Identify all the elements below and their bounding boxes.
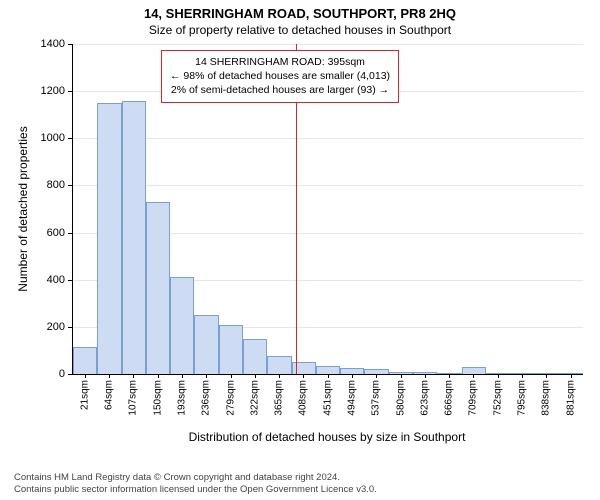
y-tick-label: 0 [59,368,73,380]
gridline [73,138,583,139]
credits-line-1: Contains HM Land Registry data © Crown c… [14,472,377,484]
y-tick-label: 600 [47,227,73,239]
x-tick-label: 365sqm [274,374,285,416]
annotation-line: 14 SHERRINGHAM ROAD: 395sqm [170,55,390,69]
y-axis-label: Number of detached properties [16,126,30,291]
y-tick-label: 1400 [41,38,73,50]
annotation-line: 2% of semi-detached houses are larger (9… [170,83,390,97]
histogram-bar [219,325,243,375]
x-tick-label: 838sqm [541,374,552,416]
annotation-box: 14 SHERRINGHAM ROAD: 395sqm← 98% of deta… [161,50,399,103]
x-tick-label: 21sqm [79,374,90,410]
x-tick-label: 494sqm [347,374,358,416]
x-tick-label: 795sqm [517,374,528,416]
x-axis-label: Distribution of detached houses by size … [189,430,466,444]
histogram-bar [122,101,146,374]
plot-area: 020040060080010001200140021sqm64sqm107sq… [72,44,583,375]
histogram-bar [146,202,170,374]
x-tick-label: 537sqm [371,374,382,416]
histogram-bar [462,367,486,374]
credits-line-2: Contains public sector information licen… [14,484,377,496]
credits: Contains HM Land Registry data © Crown c… [14,472,377,496]
x-tick-label: 193sqm [177,374,188,416]
histogram-bar [170,277,194,374]
page-subtitle: Size of property relative to detached ho… [0,21,600,43]
x-tick-label: 709sqm [468,374,479,416]
y-tick-label: 1200 [41,85,73,97]
y-tick-label: 800 [47,179,73,191]
x-tick-label: 279sqm [225,374,236,416]
histogram-bar [73,347,97,374]
x-tick-label: 322sqm [249,374,260,416]
histogram-bar [243,339,267,374]
gridline [73,185,583,186]
y-tick-label: 200 [47,321,73,333]
histogram-bar [267,356,291,374]
x-tick-label: 666sqm [444,374,455,416]
x-tick-label: 107sqm [128,374,139,416]
histogram-bar [194,315,218,374]
y-tick-label: 1000 [41,132,73,144]
x-tick-label: 408sqm [298,374,309,416]
x-tick-label: 236sqm [201,374,212,416]
x-tick-label: 150sqm [152,374,163,416]
x-tick-label: 451sqm [322,374,333,416]
histogram-bar [97,103,121,374]
x-tick-label: 580sqm [395,374,406,416]
annotation-line: ← 98% of detached houses are smaller (4,… [170,69,390,83]
chart-container: 020040060080010001200140021sqm64sqm107sq… [14,44,594,450]
page-title: 14, SHERRINGHAM ROAD, SOUTHPORT, PR8 2HQ [0,0,600,21]
x-tick-label: 623sqm [419,374,430,416]
x-tick-label: 881sqm [565,374,576,416]
y-tick-label: 400 [47,274,73,286]
gridline [73,44,583,45]
x-tick-label: 64sqm [104,374,115,410]
x-tick-label: 752sqm [492,374,503,416]
histogram-bar [316,366,340,374]
